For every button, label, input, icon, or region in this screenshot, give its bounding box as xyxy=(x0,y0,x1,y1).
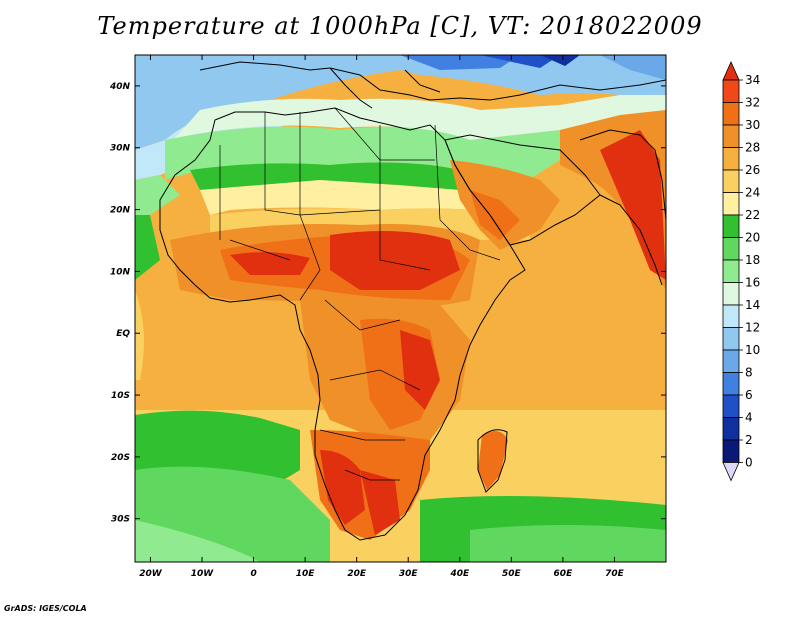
map-frame xyxy=(134,54,667,563)
x-tick-label: 20W xyxy=(139,569,163,579)
x-tick-label: 10E xyxy=(296,569,316,579)
colorbar-label: 28 xyxy=(745,141,760,155)
colorbar-swatch xyxy=(722,169,740,193)
x-tick-label: 30E xyxy=(399,569,419,579)
x-tick-label: 10W xyxy=(191,569,215,579)
colorbar-label: 0 xyxy=(745,456,753,470)
colorbar-top-extension xyxy=(722,61,740,81)
colorbar-swatch xyxy=(722,304,740,328)
colorbar-swatch xyxy=(722,349,740,373)
colorbar-label: 32 xyxy=(745,96,760,110)
colorbar-swatch xyxy=(722,214,740,238)
coastlines xyxy=(159,61,666,541)
colorbar-swatch xyxy=(722,147,740,171)
colorbar-label: 14 xyxy=(745,298,760,312)
colorbar-bottom-extension xyxy=(722,462,740,482)
temperature-field xyxy=(135,55,666,562)
colorbar-label: 6 xyxy=(745,388,753,402)
colorbar-swatch xyxy=(722,372,740,396)
colorbar-swatch xyxy=(722,192,740,216)
x-tick-label: 0 xyxy=(250,569,256,579)
colorbar-label: 30 xyxy=(745,118,760,132)
credit-text: GrADS: IGES/COLA xyxy=(4,604,87,613)
x-tick-label: 20E xyxy=(347,569,367,579)
x-tick-label: 50E xyxy=(502,569,522,579)
colorbar-swatch xyxy=(722,394,740,418)
y-tick-label: EQ xyxy=(116,329,130,339)
country-borders xyxy=(219,107,501,481)
colorbar-swatch xyxy=(722,282,740,306)
colorbar-label: 4 xyxy=(745,411,753,425)
x-tick-label: 60E xyxy=(554,569,574,579)
colorbar-swatch xyxy=(722,124,740,148)
colorbar-swatch xyxy=(722,259,740,283)
y-tick-label: 40N xyxy=(109,82,131,92)
y-tick-label: 20N xyxy=(110,206,131,216)
y-tick-label: 20S xyxy=(111,453,130,463)
colorbar-label: 20 xyxy=(745,231,760,245)
y-axis-ticks: 40N 30N 20N 10N EQ 10S 20S 30S xyxy=(109,82,666,525)
colorbar-label: 34 xyxy=(745,73,760,87)
colorbar-label: 12 xyxy=(745,321,760,335)
x-tick-label: 40E xyxy=(449,569,470,579)
x-tick-label: 70E xyxy=(605,569,625,579)
x-axis-ticks: 20W 10W 0 10E 20E 30E 40E 50E 60E 70E xyxy=(139,55,625,579)
colorbar-label: 10 xyxy=(745,343,760,357)
colorbar-swatch xyxy=(722,237,740,261)
y-tick-label: 30N xyxy=(110,144,131,154)
y-tick-label: 10S xyxy=(111,391,130,401)
colorbar-label: 26 xyxy=(745,163,760,177)
y-tick-label: 30S xyxy=(111,515,130,525)
chart-title: Temperature at 1000hPa [C], VT: 20180220… xyxy=(97,12,703,40)
colorbar-label: 18 xyxy=(745,253,760,267)
y-tick-label: 10N xyxy=(110,267,131,277)
colorbar-label: 22 xyxy=(745,208,760,222)
colorbar-label: 24 xyxy=(745,186,760,200)
colorbar-swatch xyxy=(722,79,740,103)
colorbar-label: 2 xyxy=(745,433,753,447)
colorbar-label: 16 xyxy=(745,276,760,290)
colorbar-swatch xyxy=(722,439,740,463)
colorbar-swatch xyxy=(722,417,740,441)
colorbar-swatch xyxy=(722,102,740,126)
colorbar-label: 8 xyxy=(745,366,753,380)
colorbar-swatch xyxy=(722,327,740,351)
